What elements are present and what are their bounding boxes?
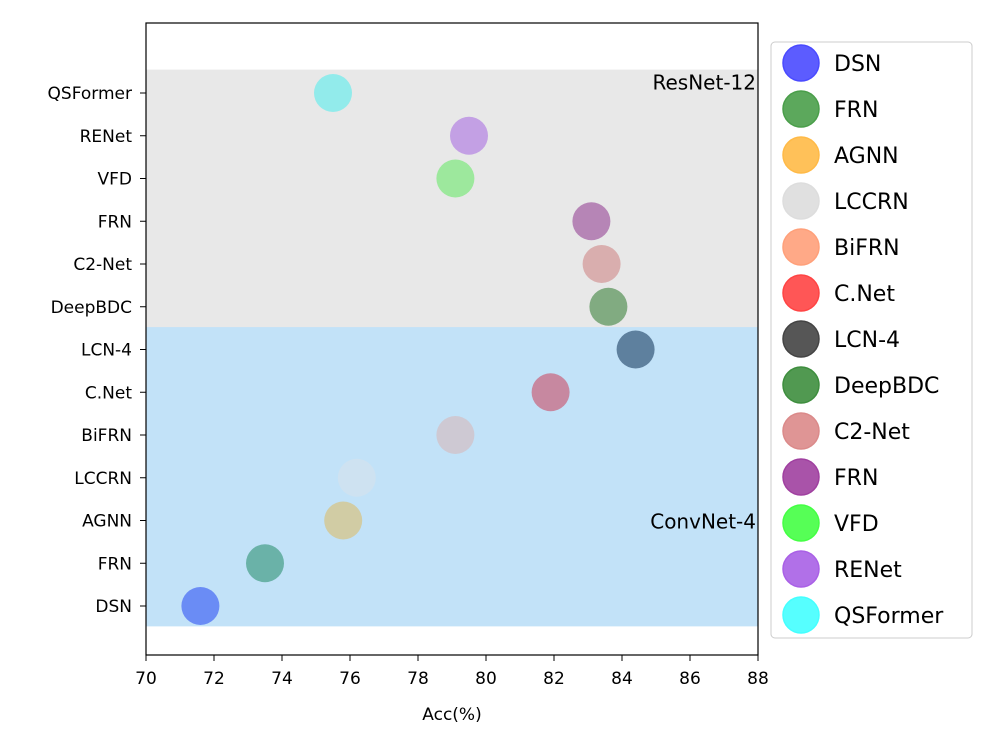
x-tick-label: 70 bbox=[135, 669, 157, 689]
point-frn bbox=[246, 544, 284, 583]
legend-label: LCCRN bbox=[834, 190, 909, 215]
legend-label: C.Net bbox=[834, 282, 895, 307]
legend-marker bbox=[782, 182, 820, 220]
legend-marker bbox=[782, 228, 820, 266]
point-dsn bbox=[181, 587, 220, 625]
region-label: ConvNet-4 bbox=[650, 510, 756, 534]
region-resnet-12 bbox=[146, 69, 758, 328]
legend-label: AGNN bbox=[834, 144, 899, 169]
y-tick-label: DSN bbox=[95, 597, 132, 617]
legend-label: LCN-4 bbox=[834, 328, 900, 353]
y-tick-label: VFD bbox=[98, 170, 133, 190]
y-tick-label: LCN-4 bbox=[81, 341, 132, 361]
y-tick-label: LCCRN bbox=[74, 469, 132, 489]
point-frn bbox=[572, 202, 611, 241]
legend: DSN FRN AGNN LCCRN BiFRN C.Net LCN-4 DeepBDC C2-… bbox=[770, 41, 973, 639]
legend-marker bbox=[782, 274, 820, 312]
y-tick-label: RENet bbox=[80, 127, 133, 147]
point-vfd bbox=[436, 159, 475, 198]
x-tick-label: 88 bbox=[747, 669, 769, 689]
x-tick-label: 74 bbox=[271, 669, 293, 689]
legend-label: DSN bbox=[834, 52, 881, 77]
region-label: ResNet-12 bbox=[653, 71, 757, 95]
x-tick-label: 76 bbox=[339, 669, 361, 689]
y-tick-label: QSFormer bbox=[48, 84, 132, 104]
y-tick-label: C2-Net bbox=[73, 255, 132, 275]
region-labels: ConvNet-4 ResNet-12 bbox=[650, 71, 756, 534]
x-axis-label: Acc(%) bbox=[422, 705, 481, 725]
region-convnet-4 bbox=[146, 326, 758, 627]
y-tick-label: BiFRN bbox=[81, 426, 132, 446]
legend-marker bbox=[782, 136, 820, 174]
plot-frame bbox=[145, 22, 759, 656]
legend-label: C2-Net bbox=[834, 420, 910, 445]
y-tick-label: AGNN bbox=[82, 512, 132, 532]
legend-label: VFD bbox=[834, 512, 879, 537]
legend-marker bbox=[782, 366, 820, 404]
legend-label: RENet bbox=[834, 558, 902, 583]
legend-marker bbox=[782, 550, 820, 588]
point-lcn-4 bbox=[616, 330, 655, 369]
x-tick-label: 72 bbox=[203, 669, 225, 689]
point-deepbdc bbox=[589, 287, 628, 326]
legend-marker bbox=[782, 44, 820, 82]
point-c2-net bbox=[582, 245, 621, 283]
y-tick-label: C.Net bbox=[85, 383, 132, 403]
x-tick-label: 82 bbox=[543, 669, 565, 689]
point-lccrn bbox=[337, 458, 376, 497]
legend-marker bbox=[782, 596, 820, 634]
legend-frame bbox=[770, 41, 973, 639]
legend-marker bbox=[782, 458, 820, 496]
data-points bbox=[181, 74, 655, 625]
x-tick-label: 84 bbox=[611, 669, 633, 689]
legend-label: BiFRN bbox=[834, 236, 900, 261]
x-tick-label: 78 bbox=[407, 669, 429, 689]
legend-label: QSFormer bbox=[834, 604, 944, 629]
y-tick-label: FRN bbox=[98, 554, 132, 574]
x-axis: 70 72 74 76 78 80 82 84 86 88 bbox=[135, 655, 769, 689]
point-c-net bbox=[531, 373, 570, 412]
point-agnn bbox=[324, 501, 363, 540]
legend-marker bbox=[782, 412, 820, 450]
y-axis: DSN FRN AGNN LCCRN BiFRN C.Net LCN-4 DeepBDC C2-… bbox=[48, 84, 146, 617]
legend-marker bbox=[782, 90, 820, 128]
legend-marker bbox=[782, 504, 820, 542]
x-tick-label: 86 bbox=[679, 669, 701, 689]
y-tick-label: DeepBDC bbox=[51, 298, 132, 318]
point-renet bbox=[450, 116, 488, 155]
point-qsformer bbox=[314, 74, 352, 112]
background-regions bbox=[146, 69, 758, 627]
x-tick-label: 80 bbox=[475, 669, 497, 689]
point-bifrn bbox=[436, 416, 475, 454]
y-tick-label: FRN bbox=[98, 212, 132, 232]
legend-marker bbox=[782, 320, 820, 358]
legend-label: DeepBDC bbox=[834, 374, 939, 399]
legend-label: FRN bbox=[834, 466, 878, 491]
legend-label: FRN bbox=[834, 98, 878, 123]
